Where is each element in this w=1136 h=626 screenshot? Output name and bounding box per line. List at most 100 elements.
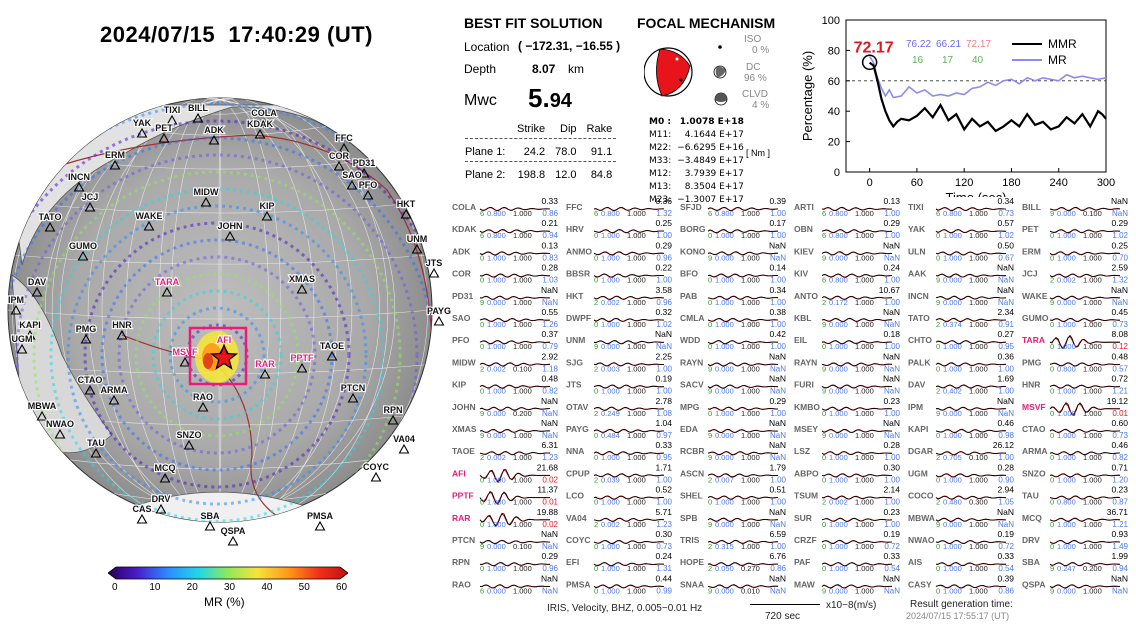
station-label: PET bbox=[155, 123, 173, 133]
param-ratio: NaN bbox=[542, 409, 558, 418]
param-weight: 0.800 bbox=[487, 231, 506, 240]
param-weight: 1.000 bbox=[943, 564, 962, 573]
variance-value: NaN bbox=[541, 396, 558, 406]
param-weight: 1.000 bbox=[1057, 342, 1076, 351]
station-name: DAV bbox=[908, 380, 926, 390]
station-name: AFI bbox=[452, 468, 466, 478]
variance-value: 0.32 bbox=[655, 307, 672, 317]
param-ratio: 1.00 bbox=[884, 342, 900, 351]
param-weight: 0.000 bbox=[715, 520, 734, 529]
param-factor: 1.000 bbox=[513, 498, 532, 507]
station-name: ASCN bbox=[680, 468, 704, 478]
param-flag: 0 bbox=[936, 586, 940, 595]
variance-value: 0.51 bbox=[769, 485, 786, 495]
param-flag: 0 bbox=[1050, 475, 1054, 484]
station-name: LCO bbox=[566, 491, 584, 501]
variance-value: 0.45 bbox=[1111, 307, 1128, 317]
param-factor: 1.000 bbox=[513, 520, 532, 529]
param-factor: 1.000 bbox=[741, 453, 760, 462]
station-name: OTAV bbox=[566, 402, 589, 412]
param-flag: 0 bbox=[1050, 498, 1054, 507]
param-factor: 1.000 bbox=[627, 564, 646, 573]
param-factor: 1.000 bbox=[855, 231, 874, 240]
param-factor: 1.000 bbox=[969, 231, 988, 240]
param-factor: 1.000 bbox=[513, 209, 532, 218]
param-ratio: 1.23 bbox=[656, 520, 672, 529]
param-ratio: 1.00 bbox=[656, 364, 672, 373]
station-name: KIEV bbox=[794, 246, 814, 256]
station-marker bbox=[428, 267, 440, 278]
y-tick-label: 80 bbox=[828, 45, 840, 57]
param-weight: 0.039 bbox=[601, 475, 620, 484]
param-flag: 9 bbox=[822, 364, 826, 373]
station-label: ADK bbox=[204, 125, 224, 135]
station-name: FURI bbox=[794, 380, 814, 390]
param-weight: 0.000 bbox=[715, 453, 734, 462]
mr-ring bbox=[49, 187, 385, 522]
param-flag: 0 bbox=[1050, 364, 1054, 373]
param-weight: 0.000 bbox=[829, 387, 848, 396]
station-name: PAYG bbox=[566, 424, 589, 434]
observed-trace bbox=[593, 473, 664, 478]
observed-trace bbox=[479, 206, 551, 212]
param-factor: 1.000 bbox=[513, 431, 532, 440]
legend-value-bottom: 17 bbox=[942, 55, 954, 66]
station-label: PAYG bbox=[427, 306, 451, 316]
param-flag: 6 bbox=[936, 209, 940, 218]
param-flag: 9 bbox=[708, 586, 712, 595]
variance-value: 2.34 bbox=[997, 307, 1014, 317]
param-flag: 9 bbox=[822, 387, 826, 396]
observed-trace bbox=[707, 206, 779, 212]
param-factor: 1.000 bbox=[741, 298, 760, 307]
param-factor: 1.000 bbox=[627, 520, 646, 529]
observed-trace bbox=[1049, 450, 1120, 456]
param-factor: 1.000 bbox=[627, 364, 646, 373]
station-label: COYC bbox=[363, 462, 390, 472]
param-factor: 1.000 bbox=[741, 342, 760, 351]
observed-trace bbox=[479, 490, 550, 505]
param-factor: 1.000 bbox=[969, 364, 988, 373]
param-weight: 1.000 bbox=[1057, 453, 1076, 462]
param-ratio: NaN bbox=[770, 387, 786, 396]
param-flag: 2 bbox=[480, 364, 484, 373]
variance-value: NaN bbox=[769, 418, 786, 428]
station-name: ARTI bbox=[794, 202, 814, 212]
observed-trace bbox=[707, 251, 778, 256]
station-marker bbox=[90, 447, 102, 458]
param-ratio: 1.00 bbox=[770, 320, 786, 329]
station-name: ULN bbox=[908, 246, 925, 256]
param-factor: 1.000 bbox=[1083, 498, 1102, 507]
x-axis-label: Time (sec) bbox=[946, 190, 1007, 197]
station-marker bbox=[261, 210, 273, 221]
observed-trace bbox=[593, 384, 665, 389]
param-ratio: 0.02 bbox=[542, 475, 558, 484]
param-ratio: 1.00 bbox=[884, 409, 900, 418]
param-flag: 9 bbox=[480, 431, 484, 440]
station-marker bbox=[24, 329, 36, 340]
station-marker bbox=[108, 394, 120, 405]
moment-tensor-table: M0 : 1.0078 E+18 M11: 4.1644 E+17 M22: −6.629… bbox=[645, 115, 748, 208]
station-marker bbox=[347, 392, 359, 403]
param-flag: 0 bbox=[1050, 320, 1054, 329]
param-factor: 1.000 bbox=[969, 586, 988, 595]
station-marker bbox=[44, 221, 56, 232]
param-flag: 9 bbox=[822, 253, 826, 262]
variance-value: 0.34 bbox=[769, 285, 786, 295]
param-ratio: NaN bbox=[884, 586, 900, 595]
param-weight: 0.800 bbox=[1057, 364, 1076, 373]
param-ratio: 1.00 bbox=[998, 364, 1014, 373]
station-label: YAK bbox=[133, 118, 152, 128]
station-label: TARA bbox=[155, 277, 180, 287]
observed-trace bbox=[1049, 539, 1121, 545]
param-factor: 1.000 bbox=[969, 564, 988, 573]
depth-value: 8.07 bbox=[532, 62, 556, 76]
param-flag: 0 bbox=[594, 276, 598, 285]
col-strike: Strike bbox=[517, 123, 546, 135]
param-flag: 0 bbox=[822, 475, 826, 484]
station-marker bbox=[161, 286, 173, 297]
observed-trace bbox=[707, 228, 779, 234]
param-weight: 1.000 bbox=[715, 320, 734, 329]
station-name: EIL bbox=[794, 335, 807, 345]
param-factor: 1.000 bbox=[969, 209, 988, 218]
clvd-value: 4 % bbox=[752, 100, 770, 111]
